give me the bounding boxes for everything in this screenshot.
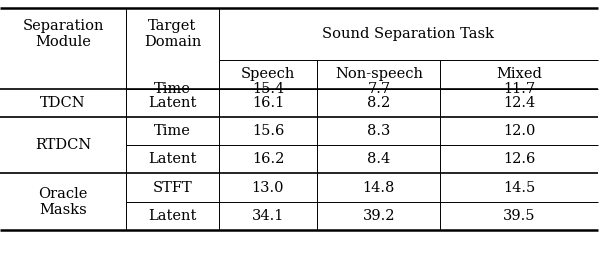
Text: Latent: Latent (148, 209, 197, 223)
Text: 13.0: 13.0 (252, 181, 284, 195)
Text: 11.7: 11.7 (503, 81, 535, 96)
Text: 8.3: 8.3 (367, 124, 391, 138)
Text: Oracle
Masks: Oracle Masks (38, 187, 88, 217)
Text: Time: Time (154, 124, 191, 138)
Text: Mixed: Mixed (496, 67, 542, 81)
Text: 15.4: 15.4 (252, 81, 284, 96)
Text: Target
Domain: Target Domain (144, 19, 201, 49)
Text: 14.8: 14.8 (363, 181, 395, 195)
Text: 39.2: 39.2 (363, 209, 395, 223)
Text: 12.6: 12.6 (503, 152, 535, 166)
Text: Speech: Speech (241, 67, 295, 81)
Text: Latent: Latent (148, 96, 197, 110)
Text: 39.5: 39.5 (503, 209, 535, 223)
Text: 14.5: 14.5 (503, 181, 535, 195)
Text: 8.2: 8.2 (367, 96, 391, 110)
Text: TDCN: TDCN (40, 96, 86, 110)
Text: 12.4: 12.4 (503, 96, 535, 110)
Text: 34.1: 34.1 (252, 209, 284, 223)
Text: 8.4: 8.4 (367, 152, 391, 166)
Text: 15.6: 15.6 (252, 124, 284, 138)
Text: 16.2: 16.2 (252, 152, 284, 166)
Text: Sound Separation Task: Sound Separation Task (322, 27, 494, 41)
Text: STFT: STFT (153, 181, 192, 195)
Text: RTDCN: RTDCN (35, 138, 91, 152)
Text: Non-speech: Non-speech (335, 67, 423, 81)
Text: Latent: Latent (148, 152, 197, 166)
Text: 7.7: 7.7 (367, 81, 391, 96)
Text: 16.1: 16.1 (252, 96, 284, 110)
Text: Time: Time (154, 81, 191, 96)
Text: Separation
Module: Separation Module (22, 19, 104, 49)
Text: 12.0: 12.0 (503, 124, 535, 138)
